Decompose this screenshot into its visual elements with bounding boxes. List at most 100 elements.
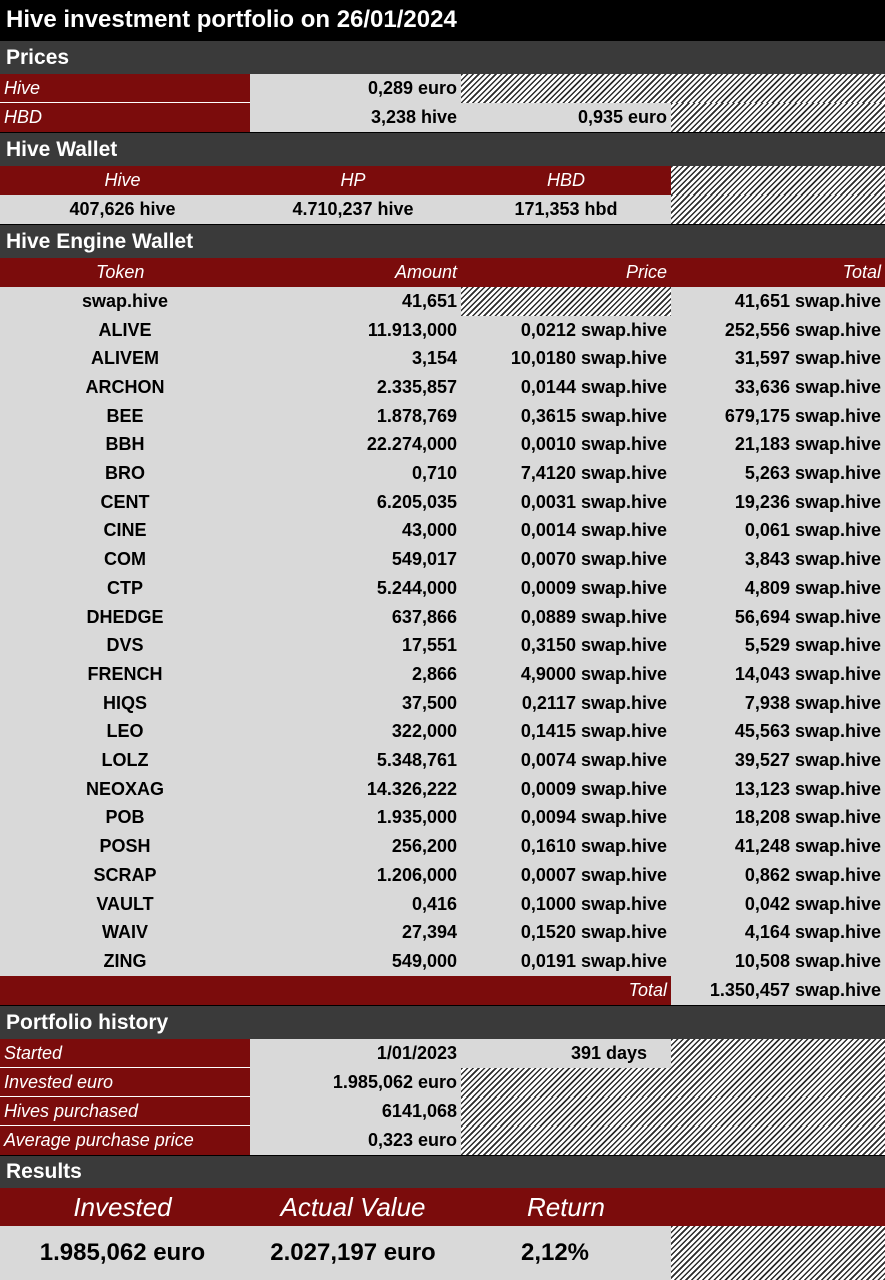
token-price: 0,1000 swap.hive xyxy=(461,889,671,919)
token-price: 0,0889 swap.hive xyxy=(461,602,671,632)
token-price: 0,1415 swap.hive xyxy=(461,717,671,747)
token-total: 14,043 swap.hive xyxy=(671,660,885,689)
prices-hive-label: Hive xyxy=(0,74,250,103)
history-started-value: 1/01/2023 xyxy=(250,1039,461,1068)
token-name: ALIVEM xyxy=(0,344,250,374)
engine-wallet-header-row: Token Amount Price Total xyxy=(0,258,885,287)
prices-hbd-label: HBD xyxy=(0,103,250,132)
history-started-row: Started 1/01/2023 391 days xyxy=(0,1039,885,1068)
token-name: BRO xyxy=(0,459,250,488)
history-average-row: Average purchase price 0,323 euro xyxy=(0,1126,885,1155)
table-row: ALIVEM 3,154 10,0180 swap.hive 31,597 swap.… xyxy=(0,344,885,374)
hive-wallet-header-hbd: HBD xyxy=(461,166,671,195)
table-row: CENT 6.205,035 0,0031 swap.hive 19,236 swap… xyxy=(0,487,885,517)
prices-hbd-row: HBD 3,238 hive 0,935 euro xyxy=(0,103,885,132)
token-price: 0,0212 swap.hive xyxy=(461,315,671,345)
prices-hive-row: Hive 0,289 euro xyxy=(0,74,885,103)
token-name: BEE xyxy=(0,401,250,431)
token-amount: 0,710 xyxy=(250,459,461,488)
prices-section-title: Prices xyxy=(6,45,70,69)
token-total: 7,938 swap.hive xyxy=(671,688,885,718)
table-row: SCRAP 1.206,000 0,0007 swap.hive 0,862 swap… xyxy=(0,861,885,890)
history-average-label: Average purchase price xyxy=(0,1126,250,1155)
token-amount: 17,551 xyxy=(250,631,461,661)
token-total: 5,529 swap.hive xyxy=(671,631,885,661)
token-price: 0,3150 swap.hive xyxy=(461,631,671,661)
token-amount: 3,154 xyxy=(250,344,461,374)
token-total: 33,636 swap.hive xyxy=(671,373,885,402)
table-row: NEOXAG 14.326,222 0,0009 swap.hive 13,123 s… xyxy=(0,774,885,804)
token-name: SCRAP xyxy=(0,861,250,890)
hive-wallet-values-row: 407,626 hive 4.710,237 hive 171,353 hbd xyxy=(0,195,885,224)
token-amount: 22.274,000 xyxy=(250,430,461,460)
token-price: 0,0070 swap.hive xyxy=(461,545,671,574)
table-row: CINE 43,000 0,0014 swap.hive 0,061 swap.hiv… xyxy=(0,516,885,546)
token-price: 0,2117 swap.hive xyxy=(461,688,671,718)
table-row: LOLZ 5.348,761 0,0074 swap.hive 39,527 swap… xyxy=(0,746,885,775)
hive-wallet-section-header: Hive Wallet xyxy=(0,132,885,166)
history-invested-label: Invested euro xyxy=(0,1068,250,1097)
history-average-value: 0,323 euro xyxy=(250,1126,461,1155)
results-header-invested: Invested xyxy=(0,1188,245,1226)
token-price: 0,0031 swap.hive xyxy=(461,487,671,517)
token-total: 10,508 swap.hive xyxy=(671,947,885,976)
table-row: swap.hive 41,651 41,651 swap.hive xyxy=(0,287,885,316)
token-name: FRENCH xyxy=(0,660,250,689)
hive-wallet-hbd-value: 171,353 hbd xyxy=(461,195,671,224)
token-total: 39,527 swap.hive xyxy=(671,746,885,775)
token-price: 0,1610 swap.hive xyxy=(461,832,671,861)
hatched-empty-cell xyxy=(671,1039,885,1068)
page-title-text: Hive investment portfolio on 26/01/2024 xyxy=(6,6,457,33)
prices-section-header: Prices xyxy=(0,40,885,74)
history-purchased-row: Hives purchased 6141,068 xyxy=(0,1097,885,1126)
hive-wallet-hive-value: 407,626 hive xyxy=(0,195,245,224)
results-actual-value: 2.027,197 euro xyxy=(245,1226,461,1280)
table-row: COM 549,017 0,0070 swap.hive 3,843 swap.hiv… xyxy=(0,545,885,574)
token-amount: 256,200 xyxy=(250,832,461,861)
token-name: CENT xyxy=(0,487,250,517)
table-row: DHEDGE 637,866 0,0889 swap.hive 56,694 swap… xyxy=(0,602,885,632)
token-total: 19,236 swap.hive xyxy=(671,487,885,517)
token-name: POSH xyxy=(0,832,250,861)
token-total: 0,862 swap.hive xyxy=(671,861,885,890)
token-amount: 11.913,000 xyxy=(250,315,461,345)
token-total: 18,208 swap.hive xyxy=(671,803,885,833)
token-name: HIQS xyxy=(0,688,250,718)
token-price: 7,4120 swap.hive xyxy=(461,459,671,488)
results-header-spacer xyxy=(671,1188,885,1226)
history-section-title: Portfolio history xyxy=(6,1010,169,1034)
token-total: 45,563 swap.hive xyxy=(671,717,885,747)
hatched-empty-cell xyxy=(671,103,885,132)
token-price: 0,0007 swap.hive xyxy=(461,861,671,890)
hatched-empty-cell xyxy=(461,1068,885,1097)
engine-header-token: Token xyxy=(0,258,250,287)
hatched-empty-cell xyxy=(461,1097,885,1126)
token-total: 41,651 swap.hive xyxy=(671,287,885,316)
total-row-spacer xyxy=(0,976,461,1005)
hive-wallet-header-hive: Hive xyxy=(0,166,245,195)
token-name: POB xyxy=(0,803,250,833)
token-price: 0,0014 swap.hive xyxy=(461,516,671,546)
token-amount: 1.878,769 xyxy=(250,401,461,431)
token-name: ALIVE xyxy=(0,315,250,345)
table-row: FRENCH 2,866 4,9000 swap.hive 14,043 swap.h… xyxy=(0,660,885,689)
table-row: WAIV 27,394 0,1520 swap.hive 4,164 swap.hiv… xyxy=(0,918,885,948)
token-total: 41,248 swap.hive xyxy=(671,832,885,861)
table-row: CTP 5.244,000 0,0009 swap.hive 4,809 swap.h… xyxy=(0,574,885,603)
token-name: COM xyxy=(0,545,250,574)
token-total: 0,042 swap.hive xyxy=(671,889,885,919)
engine-header-total: Total xyxy=(671,258,885,287)
token-amount: 5.244,000 xyxy=(250,574,461,603)
token-price: 0,3615 swap.hive xyxy=(461,401,671,431)
table-row: ARCHON 2.335,857 0,0144 swap.hive 33,636 sw… xyxy=(0,373,885,402)
engine-total-label: Total xyxy=(461,976,671,1005)
token-amount: 2,866 xyxy=(250,660,461,689)
engine-wallet-total-row: Total 1.350,457 swap.hive xyxy=(0,976,885,1005)
results-return-value: 2,12% xyxy=(461,1226,671,1280)
engine-wallet-section-header: Hive Engine Wallet xyxy=(0,224,885,258)
engine-header-amount: Amount xyxy=(250,258,461,287)
token-total: 21,183 swap.hive xyxy=(671,430,885,460)
token-name: BBH xyxy=(0,430,250,460)
token-total: 4,809 swap.hive xyxy=(671,574,885,603)
